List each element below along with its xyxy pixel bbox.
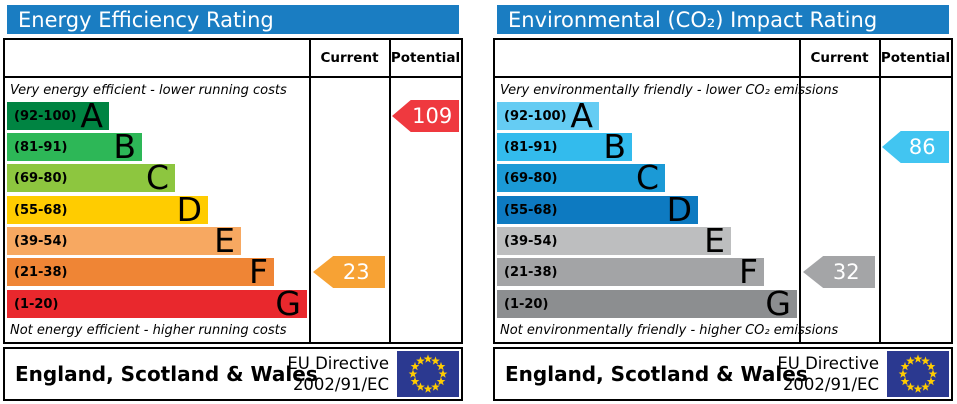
band-range: (81-91) — [504, 140, 558, 155]
band-grade: G — [275, 284, 301, 323]
band-grade: B — [113, 127, 136, 166]
column-divider — [879, 40, 881, 342]
band-grade: C — [145, 158, 169, 197]
column-divider — [799, 40, 801, 342]
co2-band-d: (55-68) D — [497, 190, 698, 229]
co2-chart-table: Current Potential Very environmentally f… — [493, 38, 953, 344]
co2-chart-title: Environmental (CO₂) Impact Rating — [497, 5, 949, 34]
band-grade: B — [603, 127, 626, 166]
band-range: (1-20) — [14, 297, 59, 312]
co2-band-b: (81-91) B — [497, 127, 632, 166]
co2-potential-arrow: 86 — [882, 131, 949, 163]
eu-flag-icon — [397, 351, 459, 397]
band-grade: D — [666, 190, 692, 229]
band-range: (81-91) — [14, 140, 68, 155]
energy-chart-title: Energy Efficiency Rating — [7, 5, 459, 34]
current-column-header: Current — [320, 50, 379, 66]
co2-potential-value: 86 — [908, 135, 936, 159]
band-grade: D — [176, 190, 202, 229]
energy-band-d: (55-68) D — [7, 190, 208, 229]
energy-band-e: (39-54) E — [7, 221, 241, 260]
co2-chart-footer: England, Scotland & Wales EU Directive 2… — [493, 347, 953, 401]
band-range: (92-100) — [504, 109, 567, 124]
energy-band-b: (81-91) B — [7, 127, 142, 166]
potential-column-header: Potential — [390, 50, 461, 66]
energy-rating-chart: Energy Efficiency Rating Current Potenti… — [0, 0, 467, 404]
co2-band-g: (1-20) G — [497, 284, 797, 323]
band-range: (39-54) — [14, 234, 68, 249]
top-note: Very environmentally friendly - lower CO… — [500, 83, 839, 98]
band-range: (55-68) — [14, 203, 68, 218]
band-grade: E — [704, 221, 725, 260]
column-header-row: Current Potential — [5, 40, 461, 78]
co2-band-f: (21-38) F — [497, 252, 764, 291]
band-range: (39-54) — [504, 234, 558, 249]
band-grade: F — [739, 252, 758, 291]
energy-potential-value: 109 — [412, 104, 453, 128]
co2-rating-chart: Environmental (CO₂) Impact Rating Curren… — [490, 0, 957, 404]
potential-column-header: Potential — [880, 50, 951, 66]
energy-band-g: (1-20) G — [7, 284, 307, 323]
band-range: (55-68) — [504, 203, 558, 218]
region-label: England, Scotland & Wales — [505, 362, 808, 386]
energy-chart-footer: England, Scotland & Wales EU Directive 2… — [3, 347, 463, 401]
energy-chart-table: Current Potential Very energy efficient … — [3, 38, 463, 344]
bottom-note: Not environmentally friendly - higher CO… — [500, 323, 839, 338]
current-column-header: Current — [810, 50, 869, 66]
band-range: (92-100) — [14, 109, 77, 124]
energy-current-value: 23 — [342, 260, 370, 284]
co2-current-value: 32 — [832, 260, 860, 284]
energy-current-arrow: 23 — [313, 256, 385, 288]
band-grade: A — [570, 96, 593, 135]
band-grade: C — [635, 158, 659, 197]
band-grade: E — [214, 221, 235, 260]
band-grade: F — [249, 252, 268, 291]
co2-band-c: (69-80) C — [497, 158, 665, 197]
column-divider — [389, 40, 391, 342]
energy-band-a: (92-100) A — [7, 96, 109, 135]
band-grade: A — [80, 96, 103, 135]
column-divider — [309, 40, 311, 342]
energy-potential-arrow: 109 — [392, 100, 459, 132]
column-header-row: Current Potential — [495, 40, 951, 78]
band-grade: G — [765, 284, 791, 323]
bottom-note: Not energy efficient - higher running co… — [10, 323, 287, 338]
co2-band-a: (92-100) A — [497, 96, 599, 135]
band-range: (21-38) — [14, 265, 68, 280]
eu-flag-icon — [887, 351, 949, 397]
region-label: England, Scotland & Wales — [15, 362, 318, 386]
co2-current-arrow: 32 — [803, 256, 875, 288]
eu-directive-label: EU Directive 2002/91/EC — [777, 354, 879, 394]
eu-directive-label: EU Directive 2002/91/EC — [287, 354, 389, 394]
band-range: (1-20) — [504, 297, 549, 312]
top-note: Very energy efficient - lower running co… — [10, 83, 287, 98]
energy-band-f: (21-38) F — [7, 252, 274, 291]
band-range: (69-80) — [14, 171, 68, 186]
energy-band-c: (69-80) C — [7, 158, 175, 197]
co2-band-e: (39-54) E — [497, 221, 731, 260]
band-range: (69-80) — [504, 171, 558, 186]
band-range: (21-38) — [504, 265, 558, 280]
